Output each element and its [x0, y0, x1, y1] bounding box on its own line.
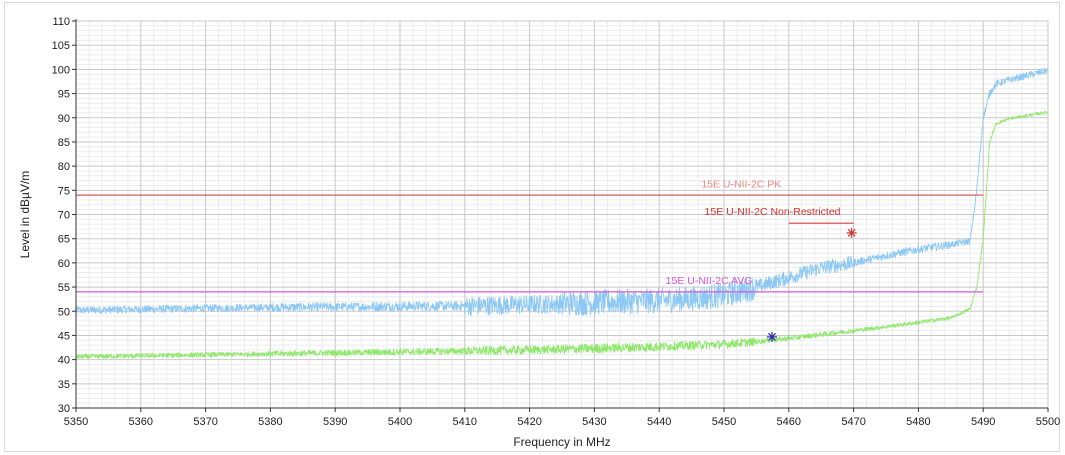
y-axis-title: Level in dBµV/m [18, 171, 32, 259]
y-tick-label: 110 [52, 16, 70, 28]
y-tick-label: 70 [58, 210, 70, 222]
y-tick-label: 95 [58, 89, 70, 101]
y-tick-label: 45 [58, 330, 70, 342]
x-tick-label: 5350 [64, 416, 88, 428]
y-tick-label: 90 [58, 113, 70, 125]
marker-stroke [767, 332, 776, 341]
x-tick-label: 5470 [841, 416, 865, 428]
y-tick-label: 40 [58, 355, 70, 367]
marker-stroke [847, 228, 856, 237]
limit-label-2: 15E U-NII-2C Non-Restricted [705, 206, 841, 218]
x-tick-label: 5380 [258, 416, 282, 428]
x-axis-title: Frequency in MHz [513, 435, 610, 449]
y-tick-label: 60 [58, 258, 70, 270]
y-tick-label: 105 [52, 40, 70, 52]
y-tick-label: 75 [58, 185, 70, 197]
x-tick-label: 5430 [582, 416, 606, 428]
x-tick-label: 5360 [129, 416, 153, 428]
x-tick-label: 5390 [323, 416, 347, 428]
y-tick-label: 65 [58, 234, 70, 246]
x-tick-label: 5400 [388, 416, 412, 428]
y-tick-label: 100 [52, 64, 70, 76]
limit-label-1: 15E U-NII-2C AVG [666, 275, 753, 287]
x-tick-label: 5490 [971, 416, 995, 428]
x-tick-label: 5440 [647, 416, 671, 428]
chart-frame: 15E U-NII-2C PK 15E U-NII-2C AVG 15E U-NII… [4, 2, 1060, 452]
y-tick-label: 30 [58, 403, 70, 415]
limit-lines: 15E U-NII-2C PK 15E U-NII-2C AVG 15E U-NII… [76, 178, 984, 293]
y-tick-label: 55 [58, 282, 70, 294]
x-tick-label: 5480 [906, 416, 930, 428]
y-tick-label: 85 [58, 137, 70, 149]
limit-label-0: 15E U-NII-2C PK [701, 178, 781, 190]
x-tick-label: 5420 [517, 416, 541, 428]
x-tick-label: 5410 [453, 416, 477, 428]
axes: 5350 5360 5370 5380 5390 5400 5410 5420 5430 5440… [52, 16, 1061, 428]
series-average-trace [75, 110, 1049, 360]
marker-asterisk-0 [846, 227, 857, 238]
x-tick-label: 5450 [712, 416, 736, 428]
grid [75, 20, 1049, 409]
marker-asterisk-1 [766, 331, 777, 342]
series-peak-trace [75, 67, 1049, 316]
markers [766, 227, 857, 342]
y-tick-label: 50 [58, 306, 70, 318]
y-tick-label: 35 [58, 379, 70, 391]
x-tick-label: 5370 [193, 416, 217, 428]
series-layer [75, 67, 1049, 360]
emission-plot: 15E U-NII-2C PK 15E U-NII-2C AVG 15E U-NII… [18, 16, 1061, 449]
x-tick-label: 5500 [1036, 416, 1060, 428]
x-tick-label: 5460 [777, 416, 801, 428]
y-tick-label: 80 [58, 161, 70, 173]
